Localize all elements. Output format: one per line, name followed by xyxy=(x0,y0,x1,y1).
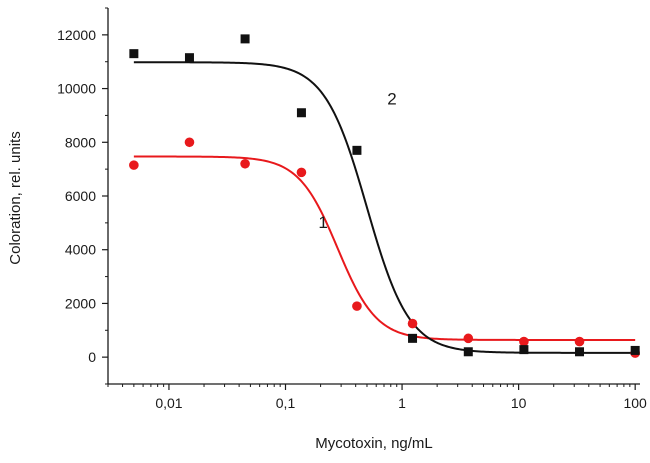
y-tick-label: 2000 xyxy=(65,295,96,311)
y-tick-label: 10000 xyxy=(57,81,96,97)
y-tick-label: 0 xyxy=(88,349,96,365)
data-point-circle xyxy=(407,318,418,329)
x-tick-label: 0,01 xyxy=(155,395,182,411)
x-tick-label: 100 xyxy=(623,395,647,411)
data-point-circle xyxy=(129,160,139,170)
y-tick-label: 12000 xyxy=(57,27,96,43)
data-point-square xyxy=(630,345,640,355)
fit-curve-2 xyxy=(133,61,636,354)
y-axis-ticks: 0 2000 4000 6000 8000 10000 12000 xyxy=(57,7,108,385)
data-point-circle xyxy=(519,336,529,347)
plot-area xyxy=(107,8,640,385)
x-tick-label: 0,1 xyxy=(276,395,296,411)
data-point-square xyxy=(184,53,194,63)
fit-curves xyxy=(133,61,636,354)
data-point-square xyxy=(463,347,473,357)
data-points xyxy=(129,34,640,358)
data-point-square xyxy=(575,347,585,357)
x-tick-label: 10 xyxy=(511,395,527,411)
curve-label-1: 1 xyxy=(318,213,327,232)
data-point-square xyxy=(408,333,418,343)
data-point-square xyxy=(129,49,139,59)
x-axis-ticks: 0,01 0,1 1 10 100 xyxy=(107,384,647,411)
data-point-square xyxy=(296,108,306,118)
fit-curve-1 xyxy=(133,155,636,341)
data-point-square xyxy=(352,145,362,155)
data-point-circle xyxy=(574,336,585,347)
x-tick-label: 1 xyxy=(398,395,406,411)
y-tick-label: 4000 xyxy=(65,242,96,258)
data-point-circle xyxy=(296,167,307,178)
curve-labels: 12 xyxy=(318,90,396,233)
data-point-circle xyxy=(184,137,195,148)
y-tick-label: 8000 xyxy=(65,134,96,150)
data-point-circle xyxy=(240,158,250,169)
curve-label-2: 2 xyxy=(387,90,396,109)
data-point-circle xyxy=(463,333,474,344)
y-axis-title: Coloration, rel. units xyxy=(7,131,24,264)
y-tick-label: 6000 xyxy=(65,188,96,204)
x-axis-title: Mycotoxin, ng/mL xyxy=(315,435,433,452)
data-point-square xyxy=(519,345,529,355)
data-point-circle xyxy=(352,301,362,311)
data-point-square xyxy=(240,34,250,44)
